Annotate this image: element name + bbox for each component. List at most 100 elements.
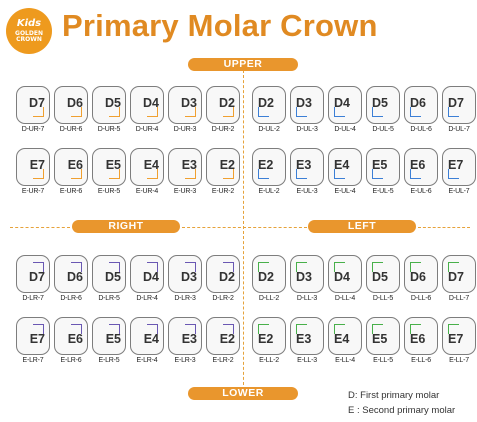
tooth-label: E4	[143, 332, 159, 346]
tooth-code: D-LL-7	[448, 295, 470, 302]
tooth-label: E4	[334, 158, 350, 172]
tooth-ul_e-1: E3 E-UL-3	[290, 148, 324, 195]
horizontal-divider-right	[418, 227, 470, 228]
tooth-label: D5	[105, 270, 121, 284]
tooth-label: D2	[258, 270, 274, 284]
quadrant-marker-icon	[296, 107, 307, 117]
tooth-box: E2	[206, 317, 240, 355]
brand-logo: Kids GOLDEN CROWN	[6, 8, 52, 54]
tooth-box: E4	[130, 148, 164, 186]
tooth-label: D2	[219, 96, 235, 110]
tooth-code: D-UR-7	[21, 126, 45, 133]
logo-text-golden: GOLDEN	[15, 30, 43, 37]
tooth-code: D-LR-6	[60, 295, 82, 302]
quadrant-marker-icon	[372, 262, 383, 272]
quadrant-marker-icon	[33, 107, 44, 117]
tooth-label: E7	[29, 332, 45, 346]
tooth-lr_e-5: E2 E-LR-2	[206, 317, 240, 364]
tooth-ll_e-3: E5 E-LL-5	[366, 317, 400, 364]
tooth-code: E-LR-4	[136, 357, 158, 364]
quadrant-marker-icon	[147, 262, 158, 272]
quadrant-marker-icon	[185, 324, 196, 334]
quadrant-marker-icon	[223, 107, 234, 117]
tooth-code: E-UR-5	[97, 188, 121, 195]
section-label-right: RIGHT	[72, 220, 180, 233]
tooth-box: D4	[130, 86, 164, 124]
tooth-ur_d-2: D5 D-UR-5	[92, 86, 126, 133]
tooth-label: D5	[372, 270, 388, 284]
tooth-label: E5	[105, 332, 121, 346]
tooth-code: E-UL-6	[410, 188, 432, 195]
page-title: Primary Molar Crown	[62, 8, 378, 43]
quadrant-marker-icon	[410, 169, 421, 179]
tooth-box: D7	[442, 255, 476, 293]
tooth-box: D6	[54, 86, 88, 124]
tooth-box: E6	[404, 317, 438, 355]
quadrant-marker-icon	[147, 107, 158, 117]
tooth-code: D-UL-5	[372, 126, 394, 133]
tooth-box: E5	[92, 317, 126, 355]
tooth-label: D4	[334, 96, 350, 110]
tooth-label: E4	[143, 158, 159, 172]
tooth-code: E-LL-7	[449, 357, 469, 364]
tooth-code: D-UL-7	[448, 126, 470, 133]
tooth-code: D-LR-7	[22, 295, 44, 302]
tooth-code: E-UR-2	[211, 188, 235, 195]
tooth-code: E-LL-4	[335, 357, 355, 364]
tooth-ll_d-0: D2 D-LL-2	[252, 255, 286, 302]
tooth-code: D-UL-2	[258, 126, 280, 133]
tooth-ll_d-1: D3 D-LL-3	[290, 255, 324, 302]
tooth-lr_d-5: D2 D-LR-2	[206, 255, 240, 302]
quadrant-marker-icon	[223, 324, 234, 334]
tooth-label: E3	[296, 158, 312, 172]
quadrant-marker-icon	[33, 262, 44, 272]
tooth-box: D7	[16, 255, 50, 293]
tooth-box: E6	[54, 317, 88, 355]
tooth-ur_d-3: D4 D-UR-4	[130, 86, 164, 133]
tooth-ll_d-4: D6 D-LL-6	[404, 255, 438, 302]
tooth-label: D2	[258, 96, 274, 110]
tooth-label: D3	[181, 270, 197, 284]
quadrant-marker-icon	[410, 262, 421, 272]
tooth-code: E-UR-4	[135, 188, 159, 195]
tooth-label: E6	[67, 158, 83, 172]
quadrant-marker-icon	[185, 262, 196, 272]
legend-second-molar: E : Second primary molar	[348, 405, 456, 416]
tooth-label: D6	[67, 96, 83, 110]
tooth-box: E7	[16, 148, 50, 186]
quadrant-marker-icon	[71, 107, 82, 117]
tooth-ur_d-1: D6 D-UR-6	[54, 86, 88, 133]
tooth-label: D5	[105, 96, 121, 110]
tooth-ul_d-3: D5 D-UL-5	[366, 86, 400, 133]
quadrant-marker-icon	[223, 169, 234, 179]
tooth-code: D-UL-3	[296, 126, 318, 133]
quadrant-marker-icon	[71, 262, 82, 272]
quadrant-marker-icon	[71, 324, 82, 334]
tooth-box: D2	[206, 86, 240, 124]
tooth-box: D5	[366, 86, 400, 124]
tooth-ll_e-4: E6 E-LL-6	[404, 317, 438, 364]
tooth-box: E6	[54, 148, 88, 186]
quadrant-marker-icon	[258, 169, 269, 179]
tooth-label: E5	[372, 158, 388, 172]
section-label-upper: UPPER	[188, 58, 298, 71]
tooth-label: E4	[334, 332, 350, 346]
tooth-code: D-UL-4	[334, 126, 356, 133]
tooth-code: E-LL-3	[297, 357, 317, 364]
section-label-left: LEFT	[308, 220, 416, 233]
tooth-label: D7	[448, 96, 464, 110]
tooth-label: E6	[410, 158, 426, 172]
tooth-label: D7	[29, 96, 45, 110]
tooth-ul_e-4: E6 E-UL-6	[404, 148, 438, 195]
quadrant-marker-icon	[147, 169, 158, 179]
quadrant-marker-icon	[334, 262, 345, 272]
horizontal-divider-left-a	[10, 227, 70, 228]
tooth-label: E7	[29, 158, 45, 172]
tooth-box: E7	[442, 148, 476, 186]
quadrant-marker-icon	[147, 324, 158, 334]
tooth-box: D5	[366, 255, 400, 293]
quadrant-marker-icon	[448, 262, 459, 272]
quadrant-marker-icon	[258, 262, 269, 272]
legend-first-molar: D: First primary molar	[348, 390, 440, 401]
tooth-code: E-UR-7	[21, 188, 45, 195]
